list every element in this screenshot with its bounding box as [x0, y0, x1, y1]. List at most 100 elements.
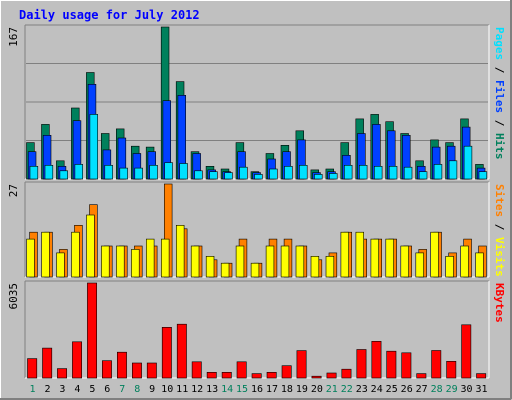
x-tick-label: 23	[356, 384, 368, 395]
panel-visits-sites: 27 Sites / Visits	[7, 181, 506, 278]
x-tick-label: 5	[89, 384, 95, 395]
bar-pages	[134, 167, 143, 180]
bar-pages	[44, 165, 54, 180]
bar-visits	[131, 249, 140, 278]
bar-visits	[26, 238, 35, 278]
bar-visits	[205, 255, 215, 278]
bar-kbytes	[446, 360, 457, 379]
bar-visits	[280, 245, 290, 278]
bar-pages	[164, 162, 173, 180]
x-tick-label: 7	[119, 384, 125, 395]
bar-kbytes	[132, 362, 142, 379]
bar-visits	[71, 231, 80, 278]
bar-kbytes	[341, 368, 352, 379]
x-tick-label: 17	[266, 384, 278, 395]
x-tick-label: 6	[104, 384, 110, 395]
bar-pages	[343, 165, 353, 180]
x-tick-label: 3	[59, 384, 65, 395]
legend-item: Sites	[493, 184, 506, 217]
legend-item: Files	[493, 80, 506, 113]
bar-visits	[265, 245, 275, 278]
bar-kbytes	[42, 347, 53, 379]
bar-kbytes	[206, 371, 217, 379]
x-tick-label: 14	[221, 384, 233, 395]
x-tick-label: 15	[236, 384, 248, 395]
x-tick-label: 1	[29, 384, 35, 395]
x-tick-label: 22	[341, 384, 353, 395]
bar-visits	[370, 238, 379, 278]
legend: Sites / Visits	[493, 184, 506, 277]
bar-visits	[116, 245, 125, 278]
bar-kbytes	[102, 360, 112, 379]
legend-item: Pages	[493, 27, 506, 60]
x-tick-label: 9	[149, 384, 155, 395]
x-tick-label: 18	[281, 384, 293, 395]
bar-visits	[355, 231, 364, 278]
x-tick-label: 29	[446, 384, 458, 395]
x-tick-label: 31	[475, 384, 487, 395]
x-tick-label: 19	[296, 384, 308, 395]
bar-pages	[284, 166, 293, 180]
legend-item: KBytes	[493, 283, 506, 323]
bar-visits	[460, 245, 469, 278]
bar-visits	[400, 245, 409, 278]
x-tick-label: 10	[161, 384, 173, 395]
bar-pages	[89, 114, 99, 180]
bar-kbytes	[27, 358, 38, 379]
bar-pages	[29, 166, 39, 180]
x-tick-label: 8	[134, 384, 140, 395]
bar-pages	[74, 164, 84, 180]
axis-max-label: 6035	[7, 283, 20, 310]
legend-item: /	[493, 217, 506, 237]
legend-item: /	[493, 60, 506, 80]
bar-visits	[295, 245, 305, 278]
bar-kbytes	[221, 371, 232, 379]
bar-visits	[430, 231, 439, 278]
bar-pages	[224, 172, 233, 180]
bar-pages	[104, 165, 113, 180]
legend-item: Hits	[493, 133, 506, 160]
bar-kbytes	[401, 352, 412, 379]
bar-visits	[415, 252, 424, 278]
bar-kbytes	[461, 324, 472, 379]
bar-pages	[433, 164, 443, 180]
bar-visits	[475, 252, 484, 278]
bar-pages	[239, 166, 248, 180]
bar-pages	[448, 160, 458, 180]
bar-pages	[179, 163, 188, 180]
bar-kbytes	[57, 368, 68, 379]
bar-pages	[373, 166, 383, 180]
bar-kbytes	[161, 326, 172, 379]
panel-kbytes: 6035 KBytes	[7, 280, 506, 379]
x-tick-label: 2	[44, 384, 50, 395]
bar-visits	[86, 214, 95, 278]
bar-pages	[418, 171, 428, 180]
legend: Pages / Files / Hits	[493, 27, 506, 160]
bar-kbytes	[311, 375, 322, 379]
x-tick-label: 25	[386, 384, 398, 395]
bar-pages	[149, 165, 158, 180]
chart-title: Daily usage for July 2012	[19, 8, 200, 22]
bar-visits	[340, 231, 349, 278]
x-tick-label: 20	[311, 384, 323, 395]
bar-kbytes	[146, 362, 157, 379]
bar-pages	[463, 145, 473, 180]
x-tick-label: 13	[206, 384, 218, 395]
bar-kbytes	[431, 350, 442, 379]
x-tick-label: 30	[460, 384, 472, 395]
bar-pages	[59, 170, 69, 180]
bar-visits	[56, 252, 65, 278]
bar-visits	[161, 238, 170, 278]
x-tick-label: 28	[431, 384, 443, 395]
bar-pages	[254, 174, 263, 180]
x-tick-label: 4	[74, 384, 80, 395]
bar-pages	[358, 165, 368, 180]
bar-visits	[310, 255, 320, 278]
bar-pages	[299, 165, 308, 180]
bar-kbytes	[236, 361, 247, 379]
bar-kbytes	[87, 282, 98, 379]
bar-visits	[325, 255, 335, 278]
bar-kbytes	[191, 361, 202, 379]
bar-kbytes	[117, 351, 127, 379]
